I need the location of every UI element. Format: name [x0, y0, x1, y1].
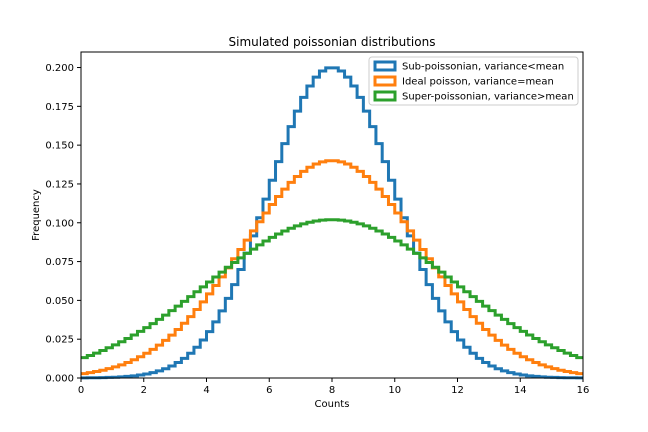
x-tick-label: 0 [78, 385, 84, 396]
x-tick-label: 14 [514, 385, 527, 396]
y-tick-label: 0.025 [45, 335, 74, 346]
series-line-0 [81, 66, 583, 380]
x-tick-label: 6 [266, 385, 272, 396]
y-tick-label: 0.000 [45, 374, 74, 385]
y-tick-label: 0.200 [45, 63, 74, 74]
x-tick-label: 12 [451, 385, 464, 396]
x-tick-label: 2 [141, 385, 147, 396]
x-axis-label: Counts [315, 399, 350, 410]
x-tick-label: 8 [329, 385, 335, 396]
x-axis: 0 2 4 6 8 10 12 14 16 [78, 378, 590, 396]
legend-frame [368, 56, 579, 106]
y-axis-label: Frequency [31, 189, 42, 241]
legend-label-2: Super-poissonian, variance>mean [402, 92, 574, 103]
series-line-2 [81, 218, 583, 360]
y-tick-label: 0.100 [45, 218, 74, 229]
y-tick-label: 0.175 [45, 102, 74, 113]
y-tick-label: 0.050 [45, 296, 74, 307]
legend: Sub-poissonian, variance<mean Ideal poiss… [368, 56, 579, 106]
legend-swatch-2 [373, 90, 397, 102]
x-tick-label: 16 [577, 385, 590, 396]
legend-swatch-1 [373, 75, 397, 87]
y-tick-label: 0.125 [45, 179, 74, 190]
legend-label-1: Ideal poisson, variance=mean [402, 77, 554, 88]
y-tick-label: 0.075 [45, 257, 74, 268]
x-tick-label: 4 [203, 385, 209, 396]
series-line-1 [81, 159, 583, 376]
y-tick-label: 0.150 [45, 141, 74, 152]
y-axis: 0.000 0.025 0.050 0.075 0.100 0.125 0.150 0.175… [45, 63, 81, 385]
series-layer [81, 66, 583, 380]
chart-title: Simulated poissonian distributions [229, 35, 436, 49]
x-tick-label: 10 [388, 385, 401, 396]
legend-swatch-0 [373, 60, 397, 72]
legend-label-0: Sub-poissonian, variance<mean [402, 62, 564, 73]
